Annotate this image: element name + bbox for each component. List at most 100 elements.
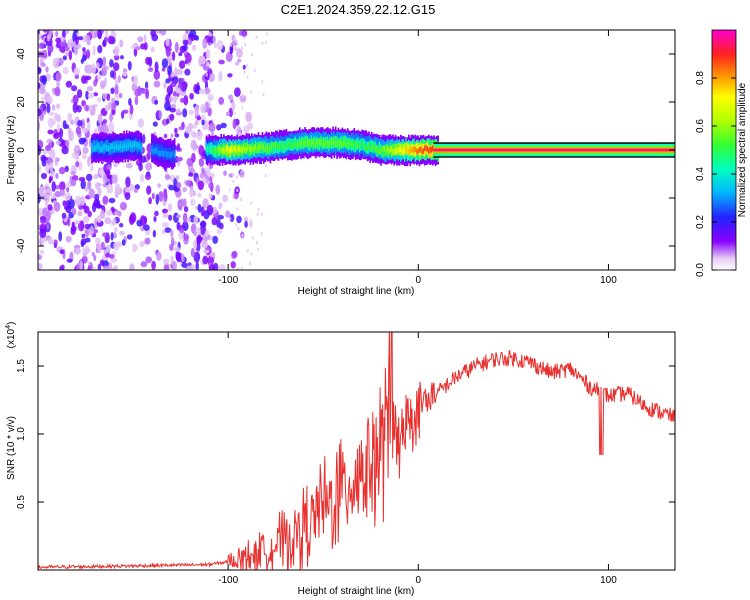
heatmap-noise-cell: [193, 215, 199, 225]
svg-text:(x104): (x104): [5, 322, 17, 349]
heatmap-noise-cell: [73, 45, 79, 56]
heatmap-noise-cell: [67, 39, 74, 49]
heatmap-noise-cell: [41, 75, 47, 85]
heatmap-noise-cell: [62, 55, 67, 61]
heatmap-ridge-cell: [266, 144, 269, 151]
heatmap-noise-cell: [154, 99, 159, 105]
heatmap-noise-cell: [100, 80, 106, 88]
heatmap-noise-cell: [73, 30, 79, 34]
heatmap-noise-cell: [182, 186, 187, 193]
heatmap-ridge-cell: [212, 148, 215, 154]
heatmap-noise-cell: [162, 258, 170, 264]
heatmap-noise-cell: [194, 119, 199, 126]
heatmap-ridge-cell: [104, 143, 107, 150]
heatmap-noise-cell: [84, 226, 90, 238]
heatmap-noise-cell: [194, 105, 200, 116]
heatmap-ridge-cell: [133, 141, 136, 148]
heatmap-ridge-cell: [389, 147, 392, 154]
heatmap-y-tick-label: 0: [16, 147, 27, 153]
heatmap-noise-cell: [170, 133, 174, 138]
heatmap-noise-cell: [208, 182, 212, 189]
heatmap-noise-cell: [92, 45, 96, 56]
heatmap-noise-cell: [172, 51, 176, 61]
heatmap-noise-cell: [113, 227, 118, 233]
heatmap-noise-cell: [180, 253, 185, 263]
heatmap-noise-cell: [61, 146, 69, 155]
heatmap-noise-cell: [71, 208, 77, 215]
heatmap-noise-cell: [145, 162, 153, 171]
heatmap-noise-cell: [111, 108, 116, 116]
heatmap-noise-cell: [205, 72, 209, 77]
heatmap-noise-cell: [231, 250, 238, 259]
heatmap-ridge-cell: [105, 144, 108, 151]
heatmap-ridge-cell: [380, 148, 382, 155]
heatmap-noise-cell: [242, 94, 245, 98]
heatmap-ridge-cell: [420, 145, 422, 152]
heatmap-noise-cell: [232, 180, 235, 183]
heatmap-noise-cell: [170, 229, 174, 238]
heatmap-noise-cell: [177, 201, 185, 208]
heatmap-noise-cell: [104, 30, 109, 37]
heatmap-noise-cell: [42, 49, 48, 55]
heatmap-noise-cell: [114, 77, 119, 86]
heatmap-ridge-cell: [219, 146, 221, 152]
heatmap-ridge-cell: [244, 147, 246, 154]
heatmap-noise-cell: [97, 30, 102, 40]
heatmap-noise-cell: [222, 194, 229, 203]
heatmap-noise-cell: [218, 59, 225, 65]
heatmap-noise-cell: [234, 61, 240, 66]
heatmap-noise-cell: [231, 101, 236, 112]
heatmap-noise-cell: [133, 75, 139, 86]
heatmap-ridge-cell: [169, 152, 172, 159]
heatmap-noise-cell: [233, 38, 236, 41]
heatmap-noise-cell: [113, 54, 120, 61]
heatmap-noise-cell: [73, 244, 81, 250]
heatmap-noise-cell: [77, 120, 83, 127]
heatmap-ridge-cell: [247, 144, 249, 151]
heatmap-ridge-cell: [314, 141, 317, 148]
heatmap-noise-cell: [111, 101, 117, 111]
heatmap-ridge-cell: [151, 146, 153, 152]
heatmap-noise-cell: [237, 58, 242, 63]
heatmap-noise-cell: [110, 257, 118, 263]
heatmap-noise-cell: [178, 77, 185, 82]
heatmap-noise-cell: [113, 241, 120, 251]
heatmap-noise-cell: [38, 82, 41, 90]
snr-xlabel: Height of straight line (km): [298, 586, 415, 597]
heatmap-noise-cell: [50, 153, 56, 160]
heatmap-noise-cell: [212, 262, 219, 270]
heatmap-noise-cell: [153, 216, 157, 223]
heatmap-noise-cell: [229, 45, 233, 55]
heatmap-ridge-cell: [289, 141, 292, 147]
heatmap-ridge-cell: [370, 139, 373, 152]
heatmap-noise-cell: [243, 125, 250, 134]
heatmap-noise-cell: [128, 98, 132, 106]
heatmap-ridge-cell: [328, 141, 330, 148]
heatmap-ridge-cell: [378, 141, 381, 154]
heatmap-ridge-cell: [356, 143, 358, 150]
heatmap-noise-cell: [140, 261, 148, 268]
heatmap-ridge-cell: [404, 147, 406, 154]
heatmap-x-tick-label: 0: [416, 275, 422, 286]
heatmap-noise-cell: [122, 109, 129, 114]
heatmap-ridge-cell: [100, 146, 103, 152]
heatmap-ridge-cell: [398, 146, 401, 153]
heatmap-ridge-cell: [361, 140, 364, 147]
heatmap-noise-cell: [75, 161, 80, 168]
heatmap-ridge-cell: [128, 142, 131, 149]
heatmap-ridge-cell: [269, 146, 272, 152]
heatmap-noise-cell: [228, 173, 234, 178]
heatmap-ridge-cell: [125, 138, 128, 151]
heatmap-noise-cell: [164, 227, 172, 233]
heatmap-noise-cell: [168, 55, 173, 60]
heatmap-y-tick-label: 20: [16, 96, 27, 108]
heatmap-noise-cell: [163, 133, 168, 139]
heatmap-ridge-cell: [386, 145, 389, 152]
heatmap-ridge-cell: [286, 143, 289, 150]
heatmap-noise-cell: [148, 197, 152, 205]
heatmap-noise-cell: [59, 189, 66, 196]
heatmap-noise-cell: [81, 233, 86, 239]
heatmap-noise-cell: [121, 239, 126, 246]
heatmap-ridge-cell: [322, 141, 325, 148]
heatmap-noise-cell: [163, 192, 168, 202]
